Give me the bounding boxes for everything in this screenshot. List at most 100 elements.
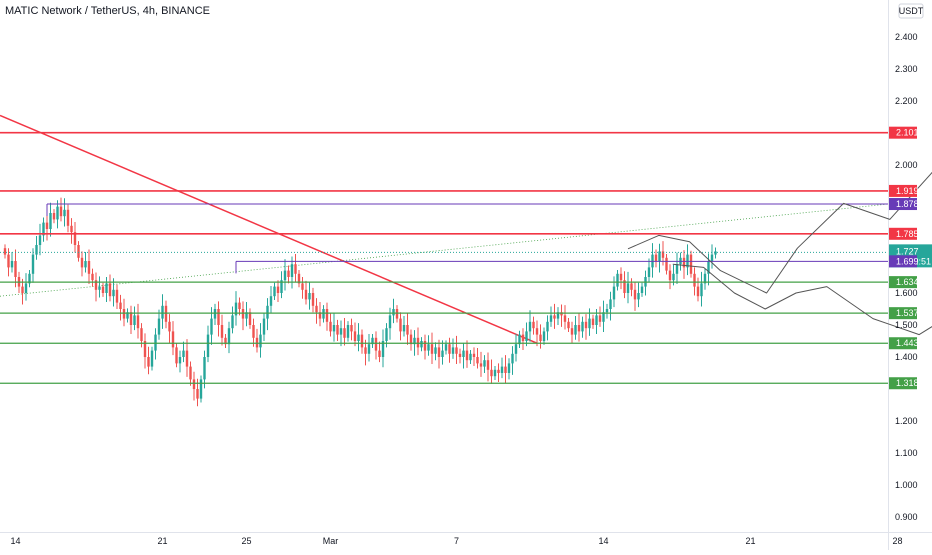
candle-body <box>549 315 553 322</box>
candle-body <box>7 254 10 268</box>
candle-body <box>700 283 703 297</box>
candle-body <box>189 366 192 380</box>
time-axis[interactable]: 142125Mar7142128Apr51118 <box>10 536 932 546</box>
candle-body <box>518 334 521 345</box>
y-tick-label: 2.300 <box>895 64 918 74</box>
candle-body <box>133 315 136 325</box>
candle-body <box>224 337 227 345</box>
candle-body <box>577 325 581 332</box>
candle-body <box>192 379 196 389</box>
y-tick-label: 2.200 <box>895 96 918 106</box>
candle-body <box>591 318 595 325</box>
candle-body <box>290 264 294 277</box>
candle-body <box>570 328 574 335</box>
descending-trendline[interactable] <box>0 114 538 344</box>
candle-body <box>378 350 381 357</box>
candle-body <box>385 328 388 341</box>
level-price-badge: 1.878 <box>889 198 919 211</box>
candle-body <box>539 334 542 341</box>
candle-body <box>38 235 42 245</box>
candle-body <box>647 267 651 277</box>
candle-body <box>199 379 203 399</box>
candle-body <box>556 312 560 319</box>
candle-body <box>196 389 199 399</box>
candle-body <box>581 321 584 332</box>
candle-body <box>115 289 119 303</box>
projection-path-bearish <box>672 263 932 336</box>
level-price-badge: 1.318 <box>889 377 919 390</box>
candle-body <box>245 312 248 319</box>
candle-body <box>129 312 133 325</box>
candle-body <box>231 315 234 329</box>
candle-body <box>619 273 623 281</box>
x-tick-label: 7 <box>454 536 459 546</box>
candle-body <box>171 331 175 348</box>
candle-body <box>682 257 686 268</box>
candle-body <box>80 257 84 268</box>
candle-body <box>490 369 493 377</box>
candle-body <box>52 213 56 220</box>
candle-body <box>381 341 385 357</box>
candle-body <box>616 273 619 287</box>
candle-body <box>714 251 717 255</box>
candle-body <box>437 347 441 357</box>
price-axis[interactable]: 2.400 2.300 2.200 2.000 1.600 1.500 1.400 1.200… <box>895 32 918 522</box>
candle-body <box>311 293 315 306</box>
candle-body <box>31 254 35 274</box>
level-price-label: 1.919 <box>896 186 919 196</box>
candle-body <box>504 366 507 373</box>
candle-body <box>637 293 640 300</box>
candle-body <box>56 206 59 220</box>
candle-body <box>304 289 308 300</box>
candle-body <box>633 289 637 300</box>
candle-body <box>472 353 476 357</box>
candle-body <box>588 318 591 329</box>
candle-body <box>315 305 318 313</box>
candle-body <box>399 318 402 332</box>
candle-body <box>430 344 434 354</box>
candle-body <box>49 213 52 229</box>
candles-layer <box>3 197 717 407</box>
candle-body <box>693 273 696 287</box>
candle-body <box>112 289 115 297</box>
candle-body <box>70 225 73 233</box>
x-tick-label: 14 <box>10 536 20 546</box>
currency-button[interactable]: USDT <box>898 3 924 19</box>
level-price-badge: 1.443 <box>889 337 919 350</box>
level-price-label: 1.537 <box>896 308 919 318</box>
candle-body <box>525 331 528 341</box>
candle-body <box>423 341 427 351</box>
candle-body <box>10 261 14 268</box>
candle-body <box>553 315 556 319</box>
candle-body <box>45 222 49 229</box>
y-tick-label: 1.500 <box>895 320 918 330</box>
candle-body <box>640 286 644 293</box>
candle-body <box>486 360 490 370</box>
candle-body <box>210 318 213 335</box>
candle-body <box>343 328 346 338</box>
candle-body <box>542 331 546 341</box>
candle-body <box>605 309 609 313</box>
candle-body <box>280 280 283 293</box>
x-tick-label: 25 <box>241 536 251 546</box>
candle-body <box>325 309 329 322</box>
candle-body <box>364 347 367 354</box>
plot-area <box>0 0 888 532</box>
candle-body <box>203 357 206 380</box>
candle-body <box>318 312 322 319</box>
candle-body <box>546 321 549 332</box>
candle-body <box>602 312 605 322</box>
candle-body <box>511 353 514 364</box>
candle-body <box>493 369 497 377</box>
candle-body <box>563 315 567 322</box>
candle-body <box>595 315 598 325</box>
candle-body <box>234 302 238 316</box>
candle-body <box>483 360 486 367</box>
candle-body <box>500 366 504 373</box>
candle-body <box>371 337 374 345</box>
candle-body <box>101 286 105 293</box>
x-tick-label: 14 <box>598 536 608 546</box>
candle-body <box>469 353 472 361</box>
candle-body <box>150 350 154 367</box>
candle-body <box>346 325 350 338</box>
